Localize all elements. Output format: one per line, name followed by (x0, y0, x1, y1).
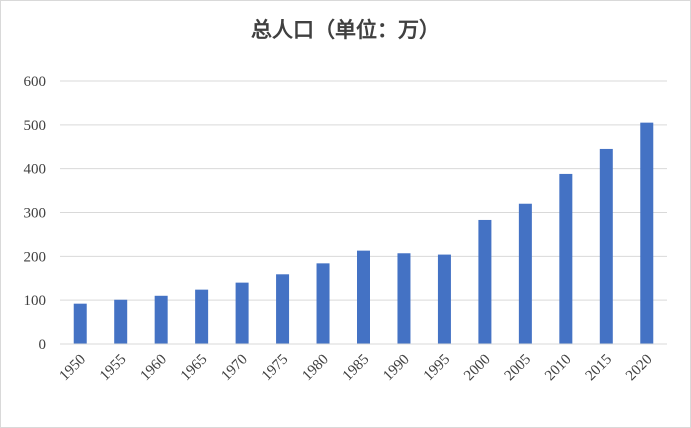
x-tick-label: 1950 (57, 352, 90, 385)
x-tick-label: 1985 (340, 352, 373, 385)
y-tick-label: 500 (24, 118, 47, 134)
bar (599, 148, 613, 344)
x-tick-label: 1960 (137, 352, 170, 385)
bar (357, 250, 370, 344)
bar (195, 289, 209, 344)
bar (316, 263, 330, 344)
x-tick-label: 1995 (421, 352, 454, 385)
x-axis-ticks: 1950 1955 1960 1965 1970 1975 1980 1985 1990 1995… (57, 352, 656, 385)
bar (478, 219, 492, 344)
chart-title: 总人口（单位：万） (251, 18, 440, 42)
bar (154, 295, 168, 344)
x-tick-label: 2020 (623, 352, 656, 385)
x-tick-label: 1990 (380, 352, 413, 385)
x-tick-label: 1955 (97, 352, 130, 385)
bars (73, 122, 654, 345)
bar (518, 203, 532, 344)
bar (397, 253, 411, 344)
y-tick-label: 400 (24, 162, 47, 178)
x-tick-label: 2010 (542, 352, 575, 385)
x-tick-label: 1975 (259, 352, 292, 385)
x-tick-label: 2000 (461, 352, 494, 385)
x-tick-label: 2015 (583, 352, 616, 385)
bar (559, 173, 573, 344)
bar (640, 122, 654, 345)
y-axis-ticks: 0 100 200 300 400 500 600 (24, 74, 47, 353)
bar (73, 303, 87, 344)
x-tick-label: 1980 (299, 352, 332, 385)
bar (276, 274, 290, 344)
x-tick-label: 1970 (218, 352, 251, 385)
y-tick-label: 600 (24, 74, 47, 90)
bar (114, 299, 128, 344)
x-tick-label: 2005 (502, 352, 535, 385)
bar (437, 254, 451, 344)
y-tick-label: 100 (24, 293, 47, 309)
y-tick-label: 300 (24, 206, 47, 222)
bar (235, 282, 249, 344)
x-tick-label: 1965 (178, 352, 211, 385)
y-tick-label: 0 (39, 337, 47, 353)
y-tick-label: 200 (24, 249, 47, 265)
